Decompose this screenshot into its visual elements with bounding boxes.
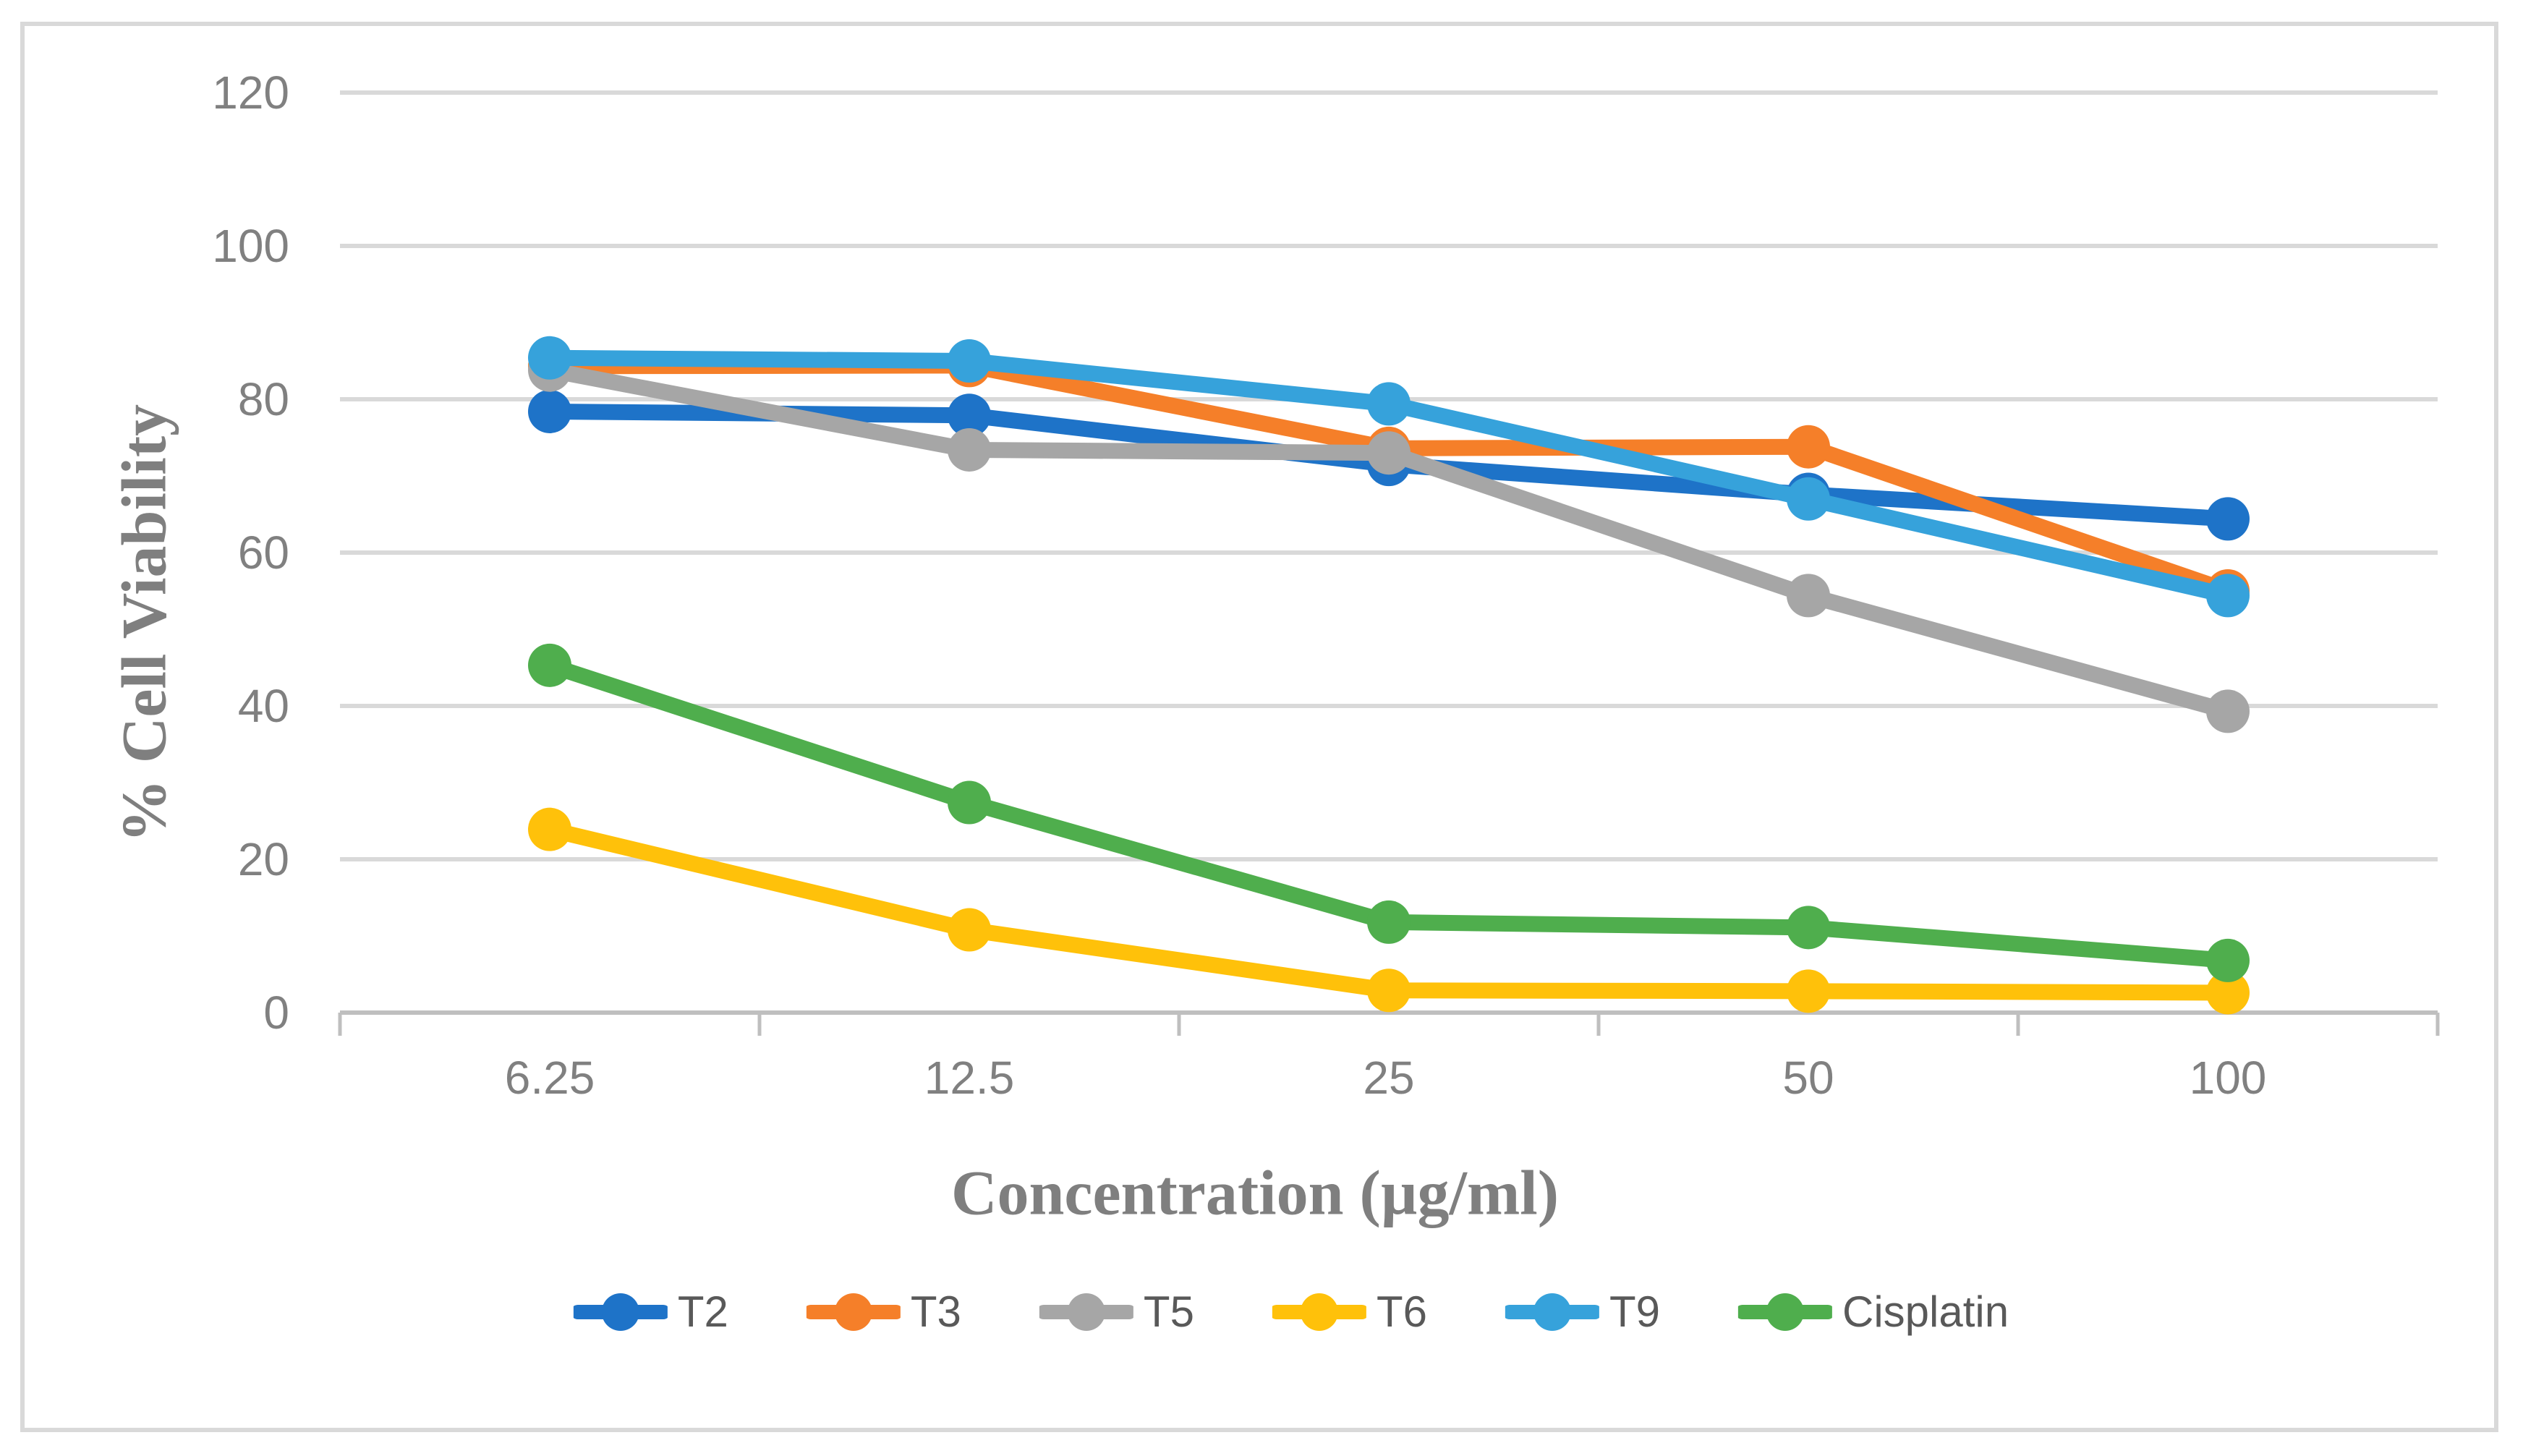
data-point-Cisplatin-50 <box>1787 906 1830 950</box>
data-point-T3-50 <box>1787 425 1830 469</box>
data-point-Cisplatin-6.25 <box>528 643 571 687</box>
y-tick-label: 100 <box>212 220 289 272</box>
data-point-T9-12.5 <box>948 339 991 383</box>
data-point-T9-25 <box>1367 382 1411 426</box>
data-point-T6-25 <box>1367 968 1411 1013</box>
data-point-Cisplatin-100 <box>2206 938 2250 982</box>
y-tick-label: 120 <box>212 67 289 119</box>
y-axis-title: % Cell Viability <box>109 404 180 843</box>
legend-marker-T5 <box>1039 1293 1133 1331</box>
data-point-T6-100 <box>2206 971 2250 1015</box>
legend-marker-T6 <box>1272 1293 1366 1331</box>
x-tick-label: 25 <box>1363 1052 1415 1104</box>
legend-marker-Cisplatin <box>1738 1293 1833 1331</box>
legend-label: Cisplatin <box>1842 1287 2009 1336</box>
x-tick-label: 12.5 <box>924 1052 1015 1104</box>
data-point-Cisplatin-25 <box>1367 900 1411 944</box>
x-tick-label: 100 <box>2189 1052 2267 1104</box>
legend-marker-T3 <box>806 1293 901 1331</box>
legend-label: T6 <box>1376 1287 1427 1336</box>
data-point-T9-50 <box>1787 477 1830 521</box>
legend-item-T6: T6 <box>1272 1289 1427 1335</box>
legend-item-T2: T2 <box>573 1287 728 1336</box>
data-point-T5-100 <box>2206 689 2250 733</box>
y-tick-label: 0 <box>263 987 289 1039</box>
data-point-T6-50 <box>1787 969 1830 1013</box>
data-point-T5-12.5 <box>948 427 991 472</box>
x-tick-label: 6.25 <box>504 1052 595 1104</box>
y-tick-label: 80 <box>237 373 289 425</box>
legend-item-T3: T3 <box>806 1287 961 1336</box>
legend-label: T5 <box>1143 1287 1194 1336</box>
legend-item-T5: T5 <box>1039 1289 1194 1335</box>
data-point-T9-6.25 <box>528 336 571 380</box>
legend-label: T9 <box>1609 1287 1661 1336</box>
y-tick-label: 60 <box>237 527 289 579</box>
data-point-T9-100 <box>2206 574 2250 618</box>
data-point-T5-25 <box>1367 431 1411 475</box>
data-point-T2-12.5 <box>948 393 991 438</box>
legend-marker-T9 <box>1505 1293 1599 1331</box>
legend-item-Cisplatin: Cisplatin <box>1738 1289 2009 1335</box>
legend: T2 T3 T5 T6 T9 Cisplatin <box>573 1287 2009 1336</box>
figure-border <box>20 22 2498 1432</box>
data-point-T6-6.25 <box>528 807 571 851</box>
x-tick-label: 50 <box>1782 1052 1834 1104</box>
legend-label: T3 <box>910 1287 961 1336</box>
legend-label: T2 <box>677 1287 728 1336</box>
data-point-T6-12.5 <box>948 908 991 952</box>
y-tick-label: 40 <box>237 680 289 732</box>
y-tick-label: 20 <box>237 833 289 885</box>
legend-item-T9: T9 <box>1505 1289 1660 1335</box>
data-point-Cisplatin-12.5 <box>948 780 991 825</box>
x-axis-title: Concentration (µg/ml) <box>950 1158 1560 1229</box>
data-point-T2-6.25 <box>528 389 571 433</box>
data-point-T2-100 <box>2206 497 2250 541</box>
legend-marker-T2 <box>573 1293 668 1331</box>
data-point-T5-50 <box>1787 574 1830 618</box>
